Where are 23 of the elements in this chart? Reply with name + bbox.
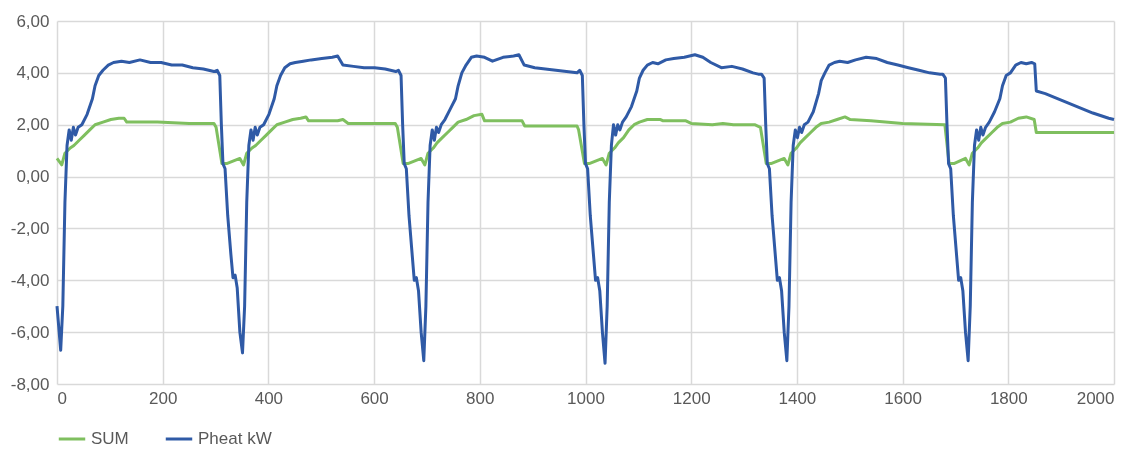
line-series <box>55 53 1116 365</box>
x-tick-label: 400 <box>254 388 284 408</box>
x-tick-label: 1400 <box>778 388 817 408</box>
x-tick-label: 800 <box>466 388 495 408</box>
x-tick-label: 1200 <box>672 388 711 408</box>
y-tick-label: -8,00 <box>10 374 50 394</box>
x-tick-label: 1000 <box>567 388 605 408</box>
legend-label: Pheat kW <box>198 429 272 448</box>
y-tick-label: -2,00 <box>10 218 50 238</box>
line-series <box>55 112 1116 167</box>
y-tick-label: 2,00 <box>16 115 50 135</box>
x-tick-label: 600 <box>360 388 389 408</box>
y-tick-label: 4,00 <box>16 63 50 83</box>
y-tick-label: 6,00 <box>16 11 50 31</box>
legend-label: SUM <box>91 429 129 448</box>
y-tick-label: -4,00 <box>10 270 50 290</box>
y-tick-label: -6,00 <box>10 322 50 342</box>
x-tick-label: 0 <box>57 388 67 408</box>
x-tick-label: 1600 <box>884 388 923 408</box>
x-tick-label: 2000 <box>1076 388 1115 408</box>
y-tick-label: 0,00 <box>16 167 50 187</box>
x-tick-label: 1800 <box>989 388 1028 408</box>
x-tick-label: 200 <box>149 388 178 408</box>
